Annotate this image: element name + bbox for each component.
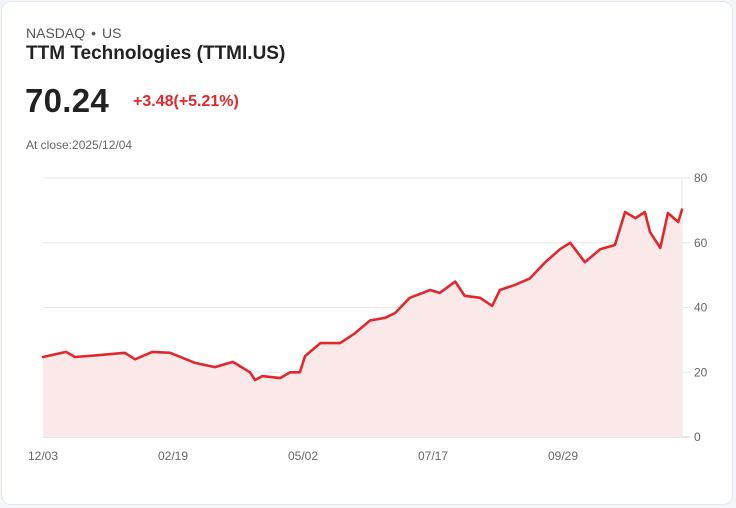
y-tick-label: 80 [694, 171, 708, 185]
y-tick-label: 0 [694, 430, 701, 444]
exchange-label: NASDAQ [26, 25, 86, 41]
x-axis: 12/03 02/19 05/02 07/17 09/29 [28, 449, 578, 463]
company-name: TTM Technologies (TTMI.US) [26, 43, 286, 64]
region-label: US [102, 25, 122, 41]
y-axis: 0 20 40 60 80 [694, 171, 708, 444]
y-tick-label: 60 [694, 236, 708, 250]
x-tick-label: 09/29 [548, 449, 578, 463]
current-price: 70.24 [25, 82, 110, 119]
x-tick-label: 07/17 [418, 449, 448, 463]
price-area-fill [43, 209, 682, 437]
x-tick-label: 05/02 [288, 449, 318, 463]
y-tick-label: 40 [694, 301, 708, 315]
y-tick-label: 20 [694, 365, 708, 379]
price-line [41, 208, 684, 382]
x-tick-label: 02/19 [158, 449, 188, 463]
x-tick-label: 12/03 [28, 449, 58, 463]
price-change: +3.48(+5.21%) [133, 93, 239, 110]
exchange-line: NASDAQ • US [26, 25, 121, 41]
separator-dot: • [91, 25, 97, 41]
close-date: At close:2025/12/04 [26, 138, 133, 152]
